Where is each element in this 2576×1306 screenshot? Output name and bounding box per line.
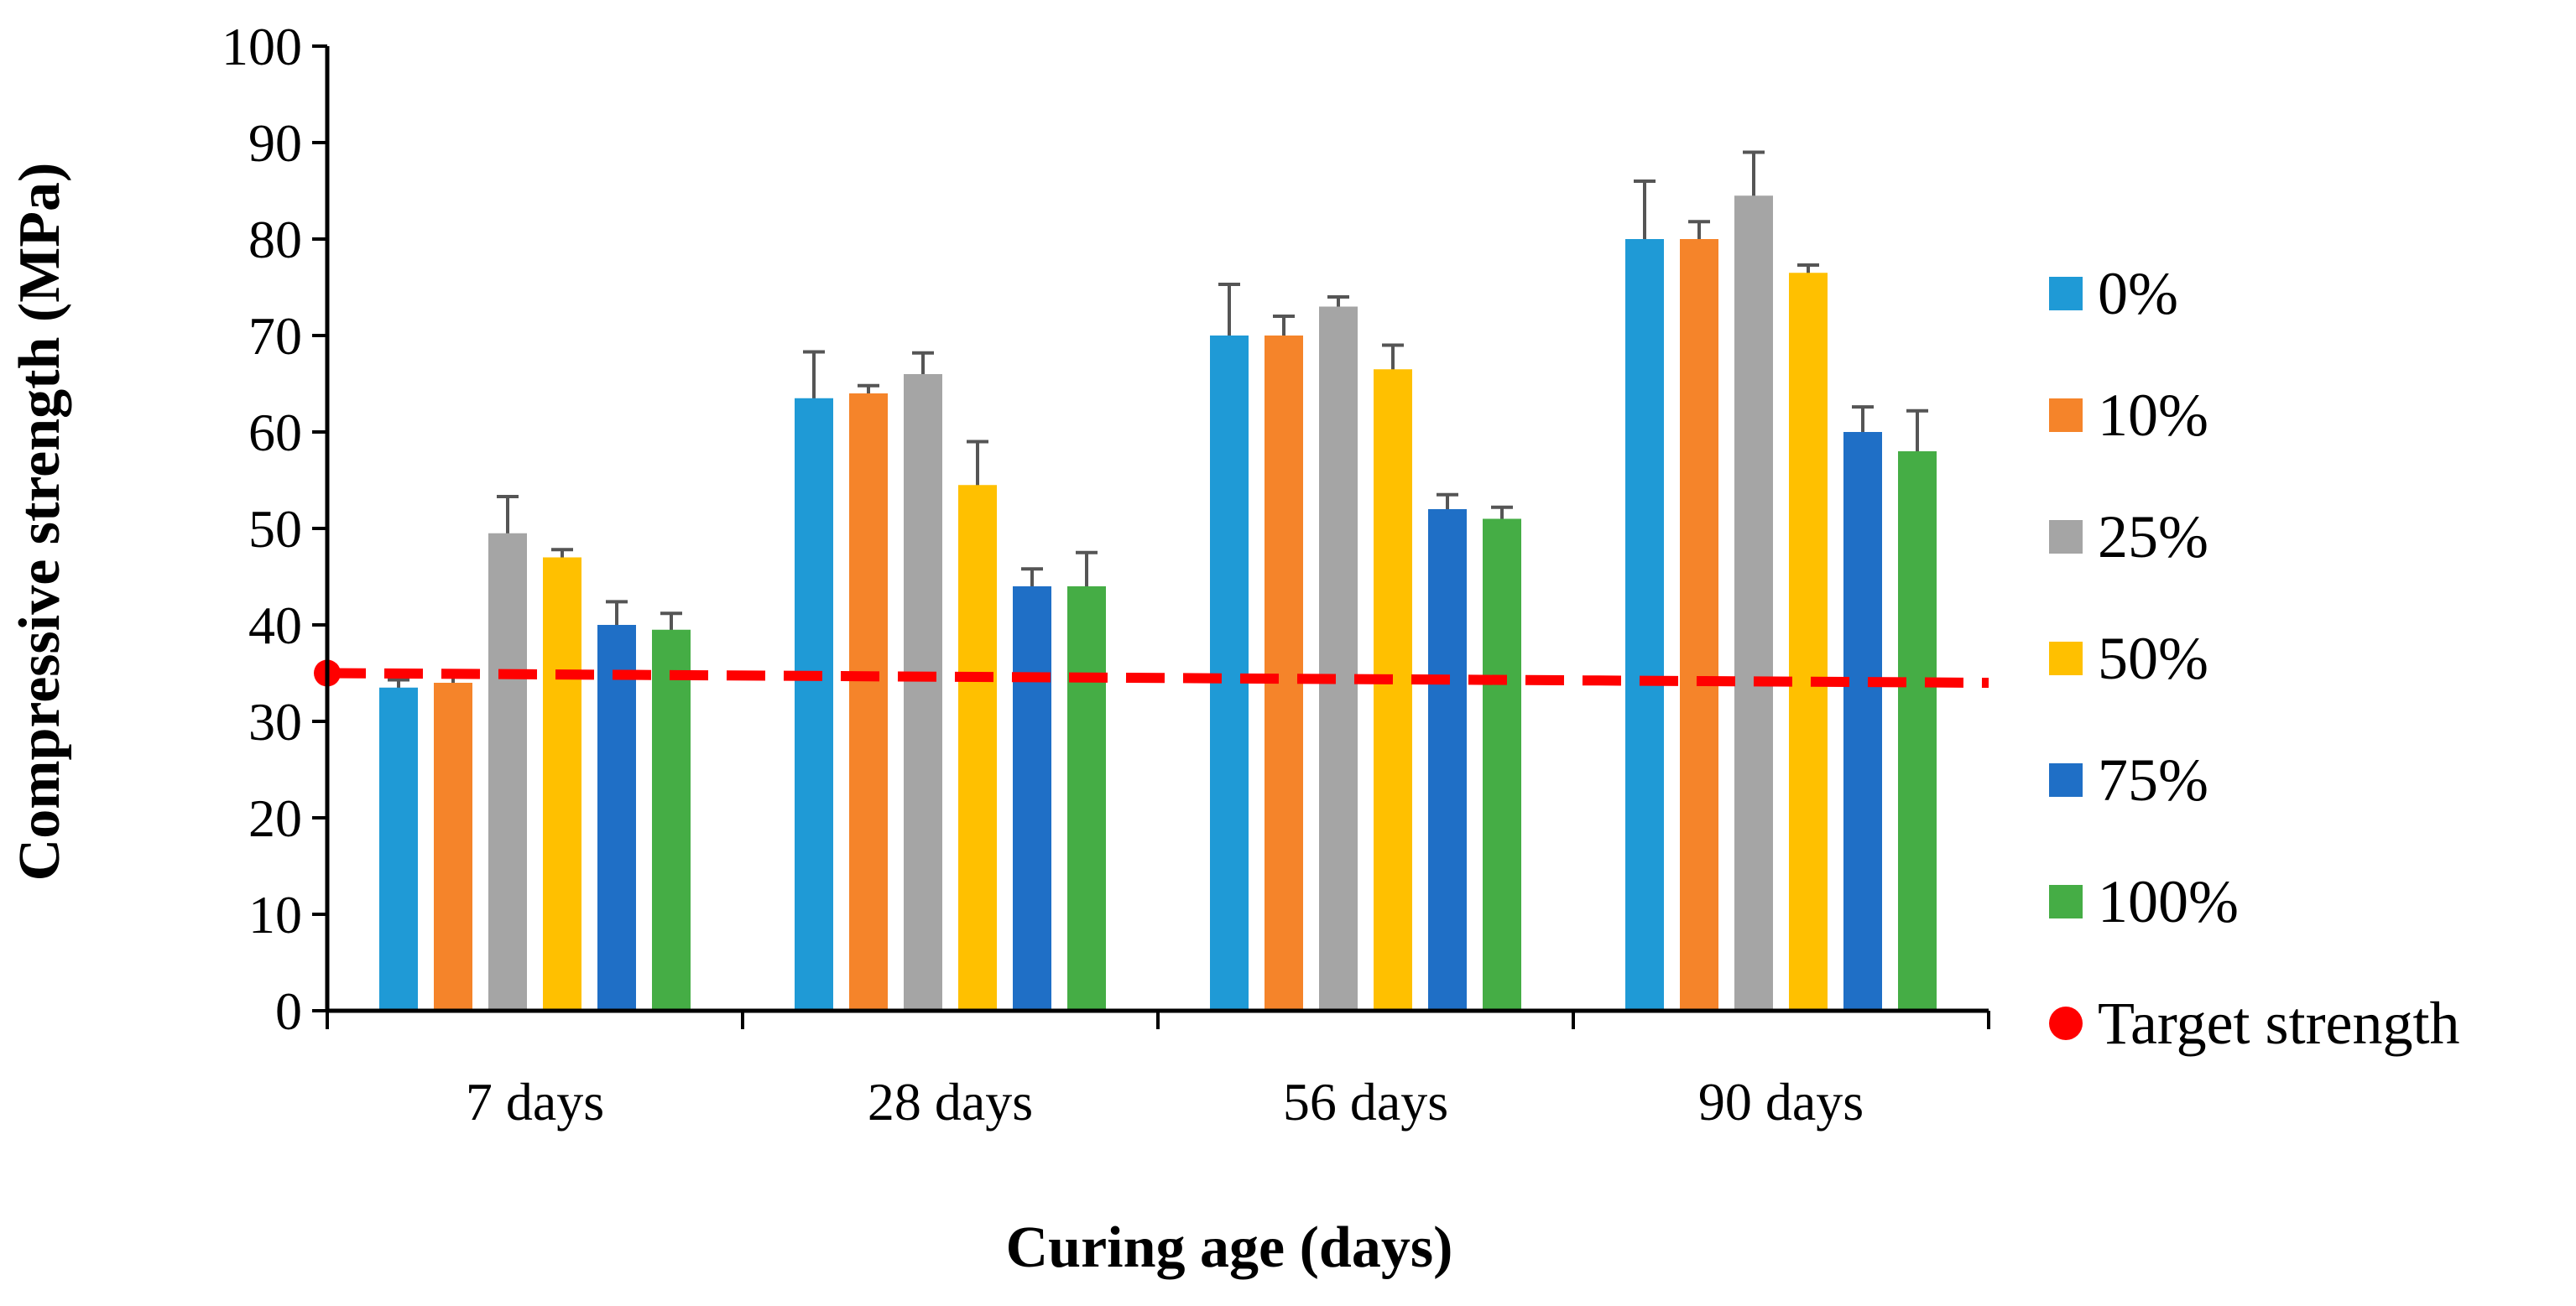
x-category-label-90-days: 90 days	[1698, 1072, 1864, 1132]
bar-50pct-90-days	[1789, 273, 1828, 1011]
bar-75pct-56-days	[1428, 509, 1467, 1011]
legend-item-target-strength: Target strength	[2049, 990, 2460, 1057]
x-category-label-28-days: 28 days	[868, 1072, 1033, 1132]
legend-swatch	[2049, 398, 2083, 432]
x-category-label-56-days: 56 days	[1283, 1072, 1448, 1132]
y-tick-label-30: 30	[248, 692, 302, 752]
bar-10pct-28-days	[849, 393, 888, 1011]
legend-swatch	[2049, 763, 2083, 797]
legend-item-75pct: 75%	[2049, 747, 2208, 814]
legend-label: 50%	[2098, 625, 2208, 692]
axes	[312, 44, 1990, 1029]
tick-labels: 0 10 20 30 40 50 60 70 80 90 100 7 days 28 days 56 da…	[222, 17, 1864, 1132]
bar-10pct-7-days	[434, 683, 472, 1011]
bar-50pct-56-days	[1374, 369, 1412, 1011]
bar-0pct-7-days	[379, 687, 418, 1011]
bar-100pct-90-days	[1898, 451, 1937, 1011]
y-tick-label-40: 40	[248, 596, 302, 655]
bar-100pct-7-days	[652, 629, 691, 1011]
y-tick-label-90: 90	[248, 113, 302, 173]
bar-25pct-90-days	[1734, 195, 1773, 1011]
legend: 0% 10% 25% 50% 75% 100% Target strength	[2049, 260, 2460, 1057]
bar-10pct-90-days	[1680, 239, 1718, 1011]
legend-swatch	[2049, 277, 2083, 310]
legend-item-10pct: 10%	[2049, 382, 2208, 449]
bar-10pct-56-days	[1265, 336, 1303, 1011]
y-tick-label-70: 70	[248, 306, 302, 366]
y-tick-label-100: 100	[222, 17, 302, 76]
bar-0pct-28-days	[795, 398, 833, 1011]
bar-25pct-28-days	[904, 374, 942, 1011]
bar-100pct-56-days	[1483, 518, 1521, 1011]
legend-item-100pct: 100%	[2049, 868, 2239, 935]
legend-label: 100%	[2098, 868, 2239, 935]
y-tick-label-20: 20	[248, 788, 302, 848]
legend-item-0pct: 0%	[2049, 260, 2178, 327]
bar-100pct-28-days	[1067, 586, 1106, 1011]
x-axis-title: Curing age (days)	[1006, 1215, 1453, 1280]
target-strength-line	[326, 668, 1989, 688]
bar-25pct-7-days	[488, 533, 527, 1011]
bar-0pct-56-days	[1210, 336, 1249, 1011]
bar-50pct-28-days	[958, 485, 997, 1011]
y-tick-label-10: 10	[248, 885, 302, 944]
legend-label: 0%	[2098, 260, 2178, 327]
bar-75pct-28-days	[1013, 586, 1051, 1011]
y-tick-label-0: 0	[275, 981, 302, 1041]
legend-target-marker	[2049, 1007, 2083, 1040]
legend-label: Target strength	[2098, 990, 2460, 1057]
bar-75pct-7-days	[597, 625, 636, 1011]
bar-75pct-90-days	[1843, 432, 1882, 1011]
y-tick-label-50: 50	[248, 499, 302, 559]
bar-0pct-90-days	[1625, 239, 1664, 1011]
legend-swatch	[2049, 520, 2083, 554]
bar-25pct-56-days	[1319, 306, 1358, 1011]
bar-layer	[379, 195, 1937, 1011]
y-axis-title: Compressive strength (MPa)	[8, 163, 72, 882]
legend-label: 10%	[2098, 382, 2208, 449]
legend-label: 25%	[2098, 503, 2208, 570]
legend-label: 75%	[2098, 747, 2208, 814]
legend-item-50pct: 50%	[2049, 625, 2208, 692]
bar-50pct-7-days	[543, 557, 581, 1011]
y-tick-label-80: 80	[248, 210, 302, 269]
x-category-label-7-days: 7 days	[466, 1072, 604, 1132]
legend-item-25pct: 25%	[2049, 503, 2208, 570]
y-tick-label-60: 60	[248, 403, 302, 462]
legend-swatch	[2049, 885, 2083, 918]
legend-swatch	[2049, 642, 2083, 675]
